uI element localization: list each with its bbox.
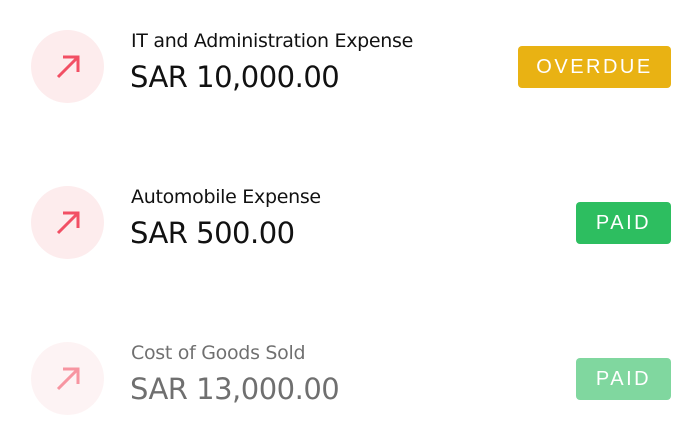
arrow-up-right-icon — [31, 186, 104, 259]
status-badge: OVERDUE — [518, 46, 671, 88]
expense-list-item[interactable]: IT and Administration Expense SAR 10,000… — [0, 0, 699, 120]
expense-list-item[interactable]: Automobile Expense SAR 500.00 PAID — [0, 156, 699, 276]
status-badge: PAID — [576, 358, 671, 400]
arrow-up-right-icon — [31, 30, 104, 103]
expense-list-item[interactable]: Cost of Goods Sold SAR 13,000.00 PAID — [0, 312, 699, 432]
expense-title: Automobile Expense — [131, 186, 321, 208]
expense-amount: SAR 500.00 — [130, 216, 295, 250]
expense-title: Cost of Goods Sold — [131, 342, 306, 364]
status-badge: PAID — [576, 202, 671, 244]
arrow-up-right-icon — [31, 342, 104, 415]
expense-title: IT and Administration Expense — [131, 30, 414, 52]
expense-amount: SAR 10,000.00 — [130, 60, 340, 94]
expense-amount: SAR 13,000.00 — [130, 372, 340, 406]
